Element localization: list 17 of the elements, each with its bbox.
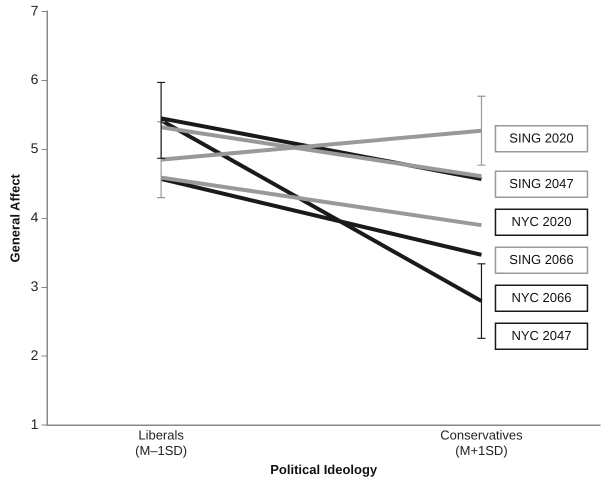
text: SING 2047 (509, 176, 574, 191)
y-tick-label: 5 (30, 140, 39, 156)
y-tick-label: 3 (30, 278, 39, 294)
y-tick-label: 2 (30, 347, 39, 364)
text: SING 2020 (509, 130, 574, 146)
y-tick-label: 6 (30, 71, 39, 88)
y-axis-title: General Affect (7, 173, 22, 262)
x-axis-title: Political Ideology (270, 462, 378, 477)
x-tick-label: Liberals (M–1SD) (135, 428, 188, 458)
y-tick-label: 1 (30, 416, 39, 432)
text: NYC 2047 (511, 328, 572, 343)
text: NYC 2020 (511, 214, 572, 229)
x-tick-label: Conservatives (M+1SD) (440, 428, 524, 458)
text: SING 2066 (509, 252, 574, 267)
y-tick-label: 4 (30, 209, 39, 226)
y-tick-label: 7 (30, 2, 39, 18)
text: NYC 2066 (511, 290, 572, 305)
